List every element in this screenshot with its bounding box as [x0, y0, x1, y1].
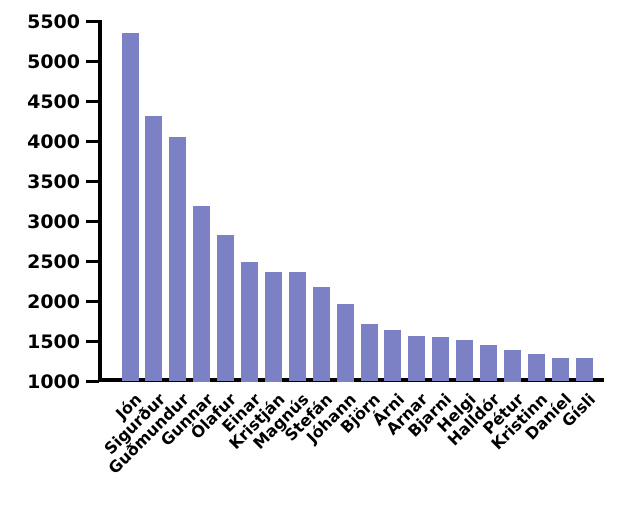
bar-stefán: [312, 286, 330, 382]
bar-sigurður: [145, 116, 163, 382]
y-tick-mark: [86, 220, 99, 223]
y-tick-label: 3500: [27, 170, 80, 193]
bar-magnús: [288, 271, 306, 382]
bar-guðmundur: [169, 136, 187, 382]
bar-gunnar: [193, 205, 211, 382]
bar-kristján: [264, 271, 282, 382]
bar-halldór: [480, 345, 497, 382]
bar-einar: [241, 261, 258, 382]
y-tick-mark: [86, 300, 99, 303]
y-tick-mark: [86, 100, 99, 103]
y-tick-mark: [86, 380, 99, 383]
y-tick-label: 2000: [27, 290, 80, 313]
bar-ólafur: [217, 235, 235, 382]
y-tick-mark: [86, 60, 99, 63]
y-tick-label: 5500: [27, 10, 80, 33]
bar-jóhann: [336, 303, 354, 382]
y-tick-mark: [86, 20, 99, 23]
y-tick-mark: [86, 340, 99, 343]
y-tick-label: 1000: [27, 370, 80, 393]
bar-arnar: [408, 335, 426, 382]
y-tick-label: 1500: [27, 330, 80, 353]
y-tick-mark: [86, 140, 99, 143]
y-tick-label: 5000: [27, 50, 80, 73]
bar-bjarni: [432, 336, 450, 382]
bar-pétur: [503, 349, 521, 382]
y-tick-label: 4000: [27, 130, 80, 153]
y-tick-label: 4500: [27, 90, 80, 113]
y-tick-label: 2500: [27, 250, 80, 273]
bar-kristinn: [527, 354, 545, 382]
y-axis-line: [98, 20, 102, 382]
bar-árni: [384, 330, 402, 382]
bar-helgi: [456, 340, 474, 382]
y-tick-label: 3000: [27, 210, 80, 233]
y-tick-mark: [86, 260, 99, 263]
bar-daníel: [551, 357, 569, 382]
bar-björn: [360, 324, 378, 382]
bar-gísli: [575, 358, 593, 382]
bar-jón: [121, 32, 139, 382]
y-tick-mark: [86, 180, 99, 183]
